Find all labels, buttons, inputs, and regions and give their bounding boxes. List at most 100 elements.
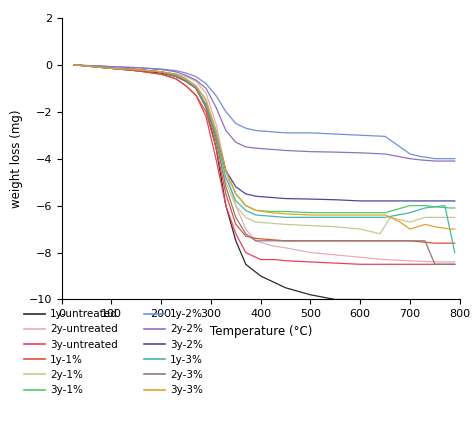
2y-1% (357, 226, 363, 232)
1y-2% (308, 130, 313, 135)
3y-untreated (308, 259, 313, 265)
Line: 3y-1%: 3y-1% (74, 65, 455, 213)
2y-3% (452, 261, 457, 267)
2y-3% (109, 66, 114, 71)
3y-1% (109, 66, 114, 71)
3y-1% (253, 207, 258, 213)
2y-3% (71, 62, 77, 67)
2y-3% (223, 184, 228, 190)
1y-3% (109, 66, 114, 71)
3y-1% (233, 191, 238, 197)
2y-1% (109, 66, 114, 71)
1y-untreated (382, 298, 388, 304)
3y-3% (422, 222, 428, 227)
3y-3% (233, 191, 238, 197)
1y-1% (432, 240, 438, 246)
3y-untreated (333, 261, 338, 266)
3y-3% (96, 64, 102, 70)
2y-2% (183, 73, 189, 78)
2y-2% (233, 139, 238, 145)
1y-3% (382, 215, 388, 220)
2y-1% (233, 203, 238, 208)
3y-1% (422, 203, 428, 208)
2y-3% (233, 215, 238, 220)
3y-1% (382, 210, 388, 215)
3y-3% (447, 226, 453, 232)
3y-untreated (223, 203, 228, 208)
2y-3% (308, 238, 313, 244)
3y-2% (173, 74, 179, 79)
1y-2% (268, 129, 273, 135)
2y-2% (158, 67, 164, 72)
3y-2% (283, 196, 288, 201)
2y-untreated (203, 90, 209, 96)
3y-2% (253, 194, 258, 199)
2y-untreated (268, 243, 273, 248)
2y-untreated (193, 79, 199, 84)
2y-untreated (283, 245, 288, 250)
1y-3% (134, 67, 139, 72)
3y-3% (268, 210, 273, 215)
2y-untreated (134, 67, 139, 72)
2y-1% (308, 223, 313, 228)
3y-3% (452, 226, 457, 232)
1y-untreated (308, 292, 313, 298)
1y-2% (183, 70, 189, 76)
1y-3% (253, 212, 258, 218)
1y-2% (158, 66, 164, 72)
2y-3% (407, 238, 413, 244)
3y-untreated (233, 231, 238, 236)
3y-untreated (158, 72, 164, 77)
1y-3% (71, 62, 77, 67)
2y-2% (109, 64, 114, 69)
3y-untreated (243, 250, 248, 255)
2y-1% (268, 220, 273, 226)
1y-3% (243, 207, 248, 213)
2y-2% (203, 86, 209, 91)
2y-2% (417, 157, 423, 163)
1y-2% (382, 134, 388, 139)
2y-3% (397, 238, 403, 244)
3y-2% (158, 69, 164, 75)
2y-untreated (357, 254, 363, 260)
1y-2% (134, 65, 139, 70)
2y-2% (173, 69, 179, 75)
2y-1% (253, 219, 258, 225)
2y-3% (253, 238, 258, 244)
1y-1% (452, 240, 457, 246)
3y-3% (173, 72, 179, 77)
1y-2% (333, 131, 338, 137)
1y-1% (193, 93, 199, 98)
3y-untreated (183, 83, 189, 89)
3y-3% (213, 128, 219, 133)
2y-untreated (109, 66, 114, 71)
3y-2% (71, 62, 77, 67)
1y-1% (243, 233, 248, 239)
1y-untreated (203, 105, 209, 110)
1y-3% (223, 175, 228, 180)
2y-3% (447, 261, 453, 267)
3y-3% (382, 212, 388, 218)
1y-1% (183, 83, 189, 89)
3y-2% (213, 132, 219, 138)
1y-3% (407, 210, 413, 215)
2y-3% (193, 86, 199, 91)
1y-3% (357, 215, 363, 220)
1y-untreated (109, 66, 114, 71)
3y-3% (158, 69, 164, 75)
3y-3% (223, 168, 228, 173)
3y-2% (308, 196, 313, 202)
3y-2% (233, 184, 238, 190)
3y-3% (183, 76, 189, 81)
2y-2% (193, 77, 199, 83)
1y-1% (158, 72, 164, 77)
1y-3% (203, 102, 209, 107)
1y-untreated (333, 297, 338, 302)
3y-3% (83, 63, 89, 69)
2y-untreated (407, 258, 413, 263)
2y-2% (308, 149, 313, 154)
2y-2% (268, 147, 273, 152)
3y-untreated (203, 114, 209, 119)
1y-3% (233, 198, 238, 204)
2y-1% (283, 222, 288, 227)
